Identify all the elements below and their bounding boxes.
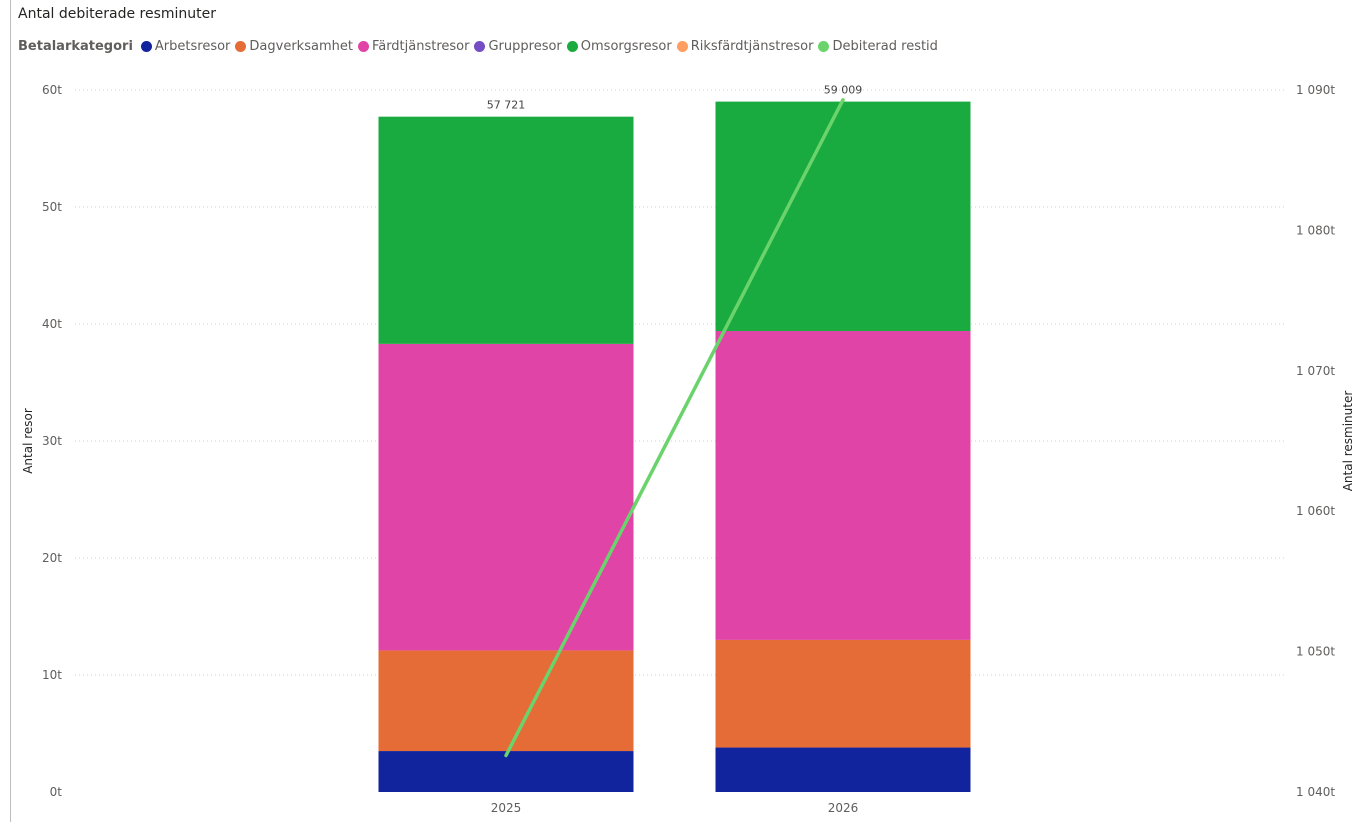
legend-label: Riksfärdtjänstresor: [690, 39, 814, 54]
legend-label: Färdtjänstresor: [371, 39, 470, 54]
legend-item-debiterad-restid[interactable]: Debiterad restid: [818, 39, 938, 54]
legend-item-omsorgsresor[interactable]: Omsorgsresor: [566, 39, 672, 54]
legend-dot-icon: [474, 41, 486, 52]
legend-label: Arbetsresor: [154, 39, 231, 54]
bar-segment-färdtjänstresor: [715, 331, 971, 640]
legend-dot-icon: [357, 41, 369, 52]
legend-dot-icon: [140, 41, 152, 52]
bar-segment-dagverksamhet: [378, 650, 634, 752]
bar-segment-arbetsresor: [378, 751, 634, 792]
y-tick-label: 30t: [42, 434, 62, 448]
legend-label: Omsorgsresor: [580, 39, 672, 54]
bar-segment-omsorgsresor: [378, 116, 634, 344]
legend-label: Debiterad restid: [832, 39, 938, 54]
y2-axis-title: Antal resminuter: [1341, 391, 1355, 492]
legend-dot-icon: [818, 41, 830, 52]
y-tick-label: 0t: [50, 785, 63, 799]
legend-label: Dagverksamhet: [249, 39, 353, 54]
bar-segment-färdtjänstresor: [378, 343, 634, 651]
legend-item-gruppresor[interactable]: Gruppresor: [474, 39, 562, 54]
legend-dot-icon: [235, 41, 247, 52]
total-data-label: 59 009: [824, 84, 863, 97]
legend-item-fardtjanstresor[interactable]: Färdtjänstresor: [357, 39, 470, 54]
chart-title: Antal debiterade resminuter: [18, 6, 217, 22]
y-tick-label: 10t: [42, 668, 62, 682]
y2-tick-label: 1 050t: [1296, 645, 1335, 659]
left-border: [10, 0, 11, 822]
y-tick-label: 20t: [42, 551, 62, 565]
legend-item-riksfardtjanstresor[interactable]: Riksfärdtjänstresor: [676, 39, 814, 54]
total-data-label: 57 721: [487, 99, 526, 112]
legend-label: Gruppresor: [488, 39, 562, 54]
y2-tick-label: 1 080t: [1296, 223, 1335, 237]
bar-segment-arbetsresor: [715, 747, 971, 792]
line-series-debiterad-restid: [504, 98, 845, 758]
y-axis-title: Antal resor: [21, 408, 35, 474]
y-tick-label: 40t: [42, 317, 62, 331]
y2-tick-label: 1 040t: [1296, 785, 1335, 799]
legend-title: Betalarkategori: [18, 39, 133, 54]
y2-tick-label: 1 060t: [1296, 504, 1335, 518]
x-tick-label: 2026: [828, 801, 859, 815]
y2-tick-label: 1 090t: [1296, 83, 1335, 97]
legend: Betalarkategori Arbetsresor Dagverksamhe…: [18, 39, 943, 54]
x-tick-label: 2025: [491, 801, 522, 815]
y-tick-label: 50t: [42, 200, 62, 214]
bar-segment-dagverksamhet: [715, 639, 971, 748]
legend-item-arbetsresor[interactable]: Arbetsresor: [140, 39, 231, 54]
y-tick-label: 60t: [42, 83, 62, 97]
legend-dot-icon: [566, 41, 578, 52]
legend-item-dagverksamhet[interactable]: Dagverksamhet: [235, 39, 353, 54]
bar-segment-omsorgsresor: [715, 101, 971, 332]
y2-tick-label: 1 070t: [1296, 364, 1335, 378]
legend-dot-icon: [676, 41, 688, 52]
